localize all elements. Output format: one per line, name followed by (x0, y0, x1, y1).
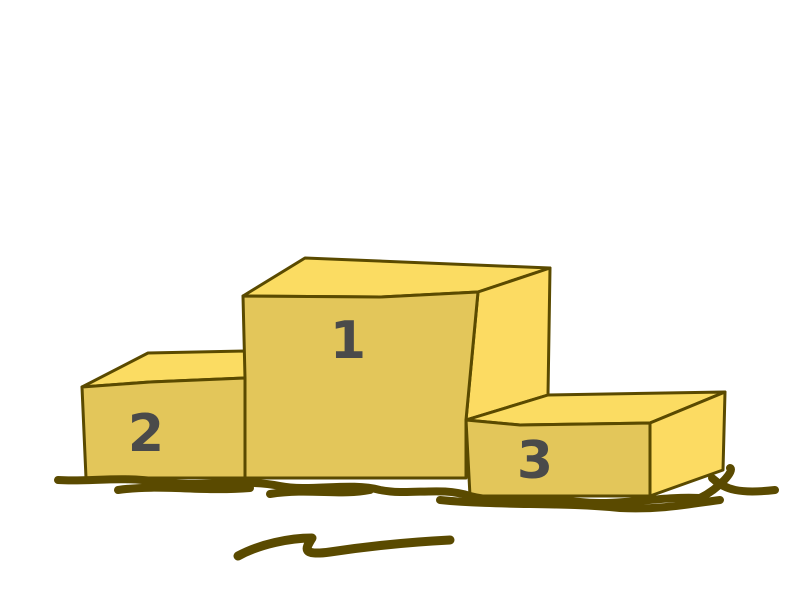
first-place-number: 1 (330, 311, 366, 371)
podium-block-first (241, 256, 552, 480)
ground-scribble (54, 464, 779, 561)
first-front-face (241, 290, 480, 480)
ground-line-dash-1 (114, 483, 254, 494)
second-place-number: 2 (128, 404, 164, 464)
ground-line-main (54, 464, 735, 507)
podium-block-second (80, 349, 247, 480)
ground-line-dash-3 (436, 496, 724, 513)
ground-line-dash-2 (266, 486, 374, 498)
podium-block-third (464, 390, 727, 498)
ground-line-tail (708, 474, 779, 496)
third-front-face (464, 418, 652, 498)
third-place-number: 3 (517, 431, 553, 491)
ground-squiggle (233, 533, 455, 561)
